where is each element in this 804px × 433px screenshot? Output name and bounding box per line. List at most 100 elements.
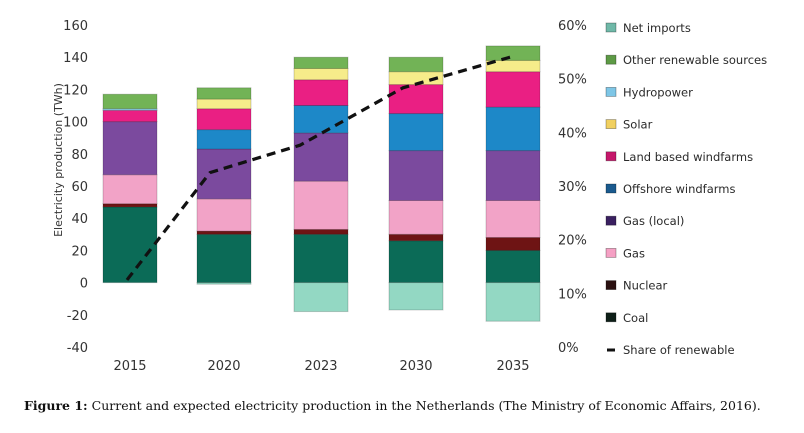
legend-swatch-icon	[605, 87, 617, 97]
bar-segment-gas	[102, 174, 158, 205]
bar-segment-gas	[485, 199, 541, 239]
y2-tick-label: 40%	[558, 126, 587, 141]
y-tick-label: 20	[71, 244, 88, 259]
chart: Electricity production (TWh) 160 140 120 10…	[52, 19, 767, 374]
bar-segment-nuclear	[102, 203, 158, 208]
y-tick-label: 120	[63, 83, 88, 98]
legend-swatch-icon	[605, 247, 617, 258]
legend-label: Hydropower	[623, 85, 693, 99]
y2-axis-ticks: 60% 50% 40% 30% 20% 10% 0%	[558, 19, 587, 356]
renewable-share-line-path	[125, 55, 511, 281]
bar-segment-other-renewable-sources	[102, 93, 158, 110]
bar-stack-2030	[388, 56, 444, 311]
x-tick-label: 2023	[304, 359, 337, 374]
bar-segment-gas	[293, 180, 349, 230]
y2-tick-label: 20%	[558, 234, 587, 249]
legend-label: Share of renewable	[623, 343, 735, 357]
bars	[102, 45, 541, 322]
y-tick-label: 80	[71, 148, 88, 163]
legend-swatch-icon	[605, 54, 617, 65]
bar-segment-gas-local	[485, 150, 541, 201]
bar-segment-nuclear	[293, 228, 349, 235]
bar-segment-coal	[196, 233, 252, 284]
bar-segment-other-renewable-sources	[485, 45, 541, 61]
y-tick-label: 100	[63, 116, 88, 131]
bar-segment-offshore-windfarms	[196, 129, 252, 150]
legend-item: Hydropower	[605, 85, 693, 99]
figure-caption-text: Current and expected electricity product…	[87, 398, 761, 413]
legend-item: Solar	[605, 118, 653, 132]
bar-segment-gas	[388, 199, 444, 235]
bar-segment-net-imports	[293, 282, 349, 313]
y-tick-label: 40	[71, 212, 88, 227]
y2-tick-label: 50%	[558, 73, 587, 88]
legend-item: Coal	[605, 311, 648, 325]
bar-segment-solar	[196, 98, 252, 110]
legend-label: Nuclear	[623, 279, 668, 293]
bar-segment-land-based-windfarms	[293, 79, 349, 106]
legend-swatch-icon	[605, 215, 617, 226]
legend-item: Share of renewable	[607, 343, 735, 357]
bar-segment-offshore-windfarms	[388, 113, 444, 152]
legend-label: Gas	[623, 246, 645, 260]
bar-segment-coal	[485, 249, 541, 284]
bar-segment-net-imports	[196, 282, 252, 285]
bar-segment-offshore-windfarms	[293, 105, 349, 134]
legend-label: Net imports	[623, 21, 691, 35]
figure-caption: Figure 1: Current and expected electrici…	[24, 398, 804, 413]
legend-swatch-icon	[605, 119, 617, 129]
y-tick-label: 0	[80, 277, 88, 292]
legend-item: Other renewable sources	[605, 53, 767, 67]
bar-segment-nuclear	[388, 233, 444, 242]
bar-segment-coal	[293, 233, 349, 284]
bar-segment-other-renewable-sources	[196, 87, 252, 100]
bar-segment-nuclear	[485, 237, 541, 251]
bar-stack-2023	[293, 56, 349, 313]
legend-label: Other renewable sources	[623, 53, 767, 67]
y-axis-ticks: 160 140 120 100 80 60 40 20 0 -20 -40	[63, 19, 88, 356]
legend-label: Offshore windfarms	[623, 182, 736, 196]
x-tick-label: 2015	[113, 359, 146, 374]
y2-tick-label: 30%	[558, 180, 587, 195]
bar-segment-gas-local	[196, 148, 252, 200]
bar-segment-gas-local	[388, 150, 444, 201]
y2-tick-label: 0%	[558, 341, 579, 356]
legend-item: Offshore windfarms	[605, 182, 736, 196]
bar-segment-gas-local	[293, 132, 349, 182]
x-tick-label: 2030	[399, 359, 432, 374]
bar-stack-2035	[485, 45, 541, 322]
bar-segment-solar	[293, 67, 349, 81]
legend-item: Gas	[605, 246, 645, 260]
bar-segment-other-renewable-sources	[293, 56, 349, 69]
bar-segment-land-based-windfarms	[485, 71, 541, 108]
bar-segment-coal	[388, 240, 444, 284]
legend-swatch-icon	[605, 183, 617, 194]
y-tick-label: -40	[67, 341, 88, 356]
bar-segment-land-based-windfarms	[102, 109, 158, 123]
y-tick-label: 140	[63, 51, 88, 66]
bar-segment-net-imports	[388, 282, 444, 311]
legend-label: Solar	[623, 118, 653, 132]
legend-item: Nuclear	[605, 279, 668, 293]
bar-segment-other-renewable-sources	[388, 56, 444, 73]
renewable-share-line	[125, 55, 511, 281]
y-tick-label: -20	[67, 309, 88, 324]
y2-tick-label: 10%	[558, 287, 587, 302]
legend-item: Gas (local)	[605, 214, 684, 228]
legend-item: Net imports	[605, 21, 691, 35]
bar-segment-land-based-windfarms	[388, 84, 444, 115]
legend-swatch-icon	[605, 312, 617, 323]
x-tick-label: 2035	[496, 359, 529, 374]
legend-swatch-icon	[605, 280, 617, 291]
legend-label: Coal	[623, 311, 648, 325]
x-tick-label: 2020	[207, 359, 240, 374]
bar-segment-gas	[196, 198, 252, 232]
legend-swatch-icon	[605, 151, 617, 162]
bar-segment-land-based-windfarms	[196, 108, 252, 131]
bar-stack-2020	[196, 87, 252, 285]
legend: Net imports Other renewable sources Hydrop…	[605, 21, 767, 357]
bar-segment-net-imports	[485, 282, 541, 322]
bar-stack-2015	[102, 93, 158, 284]
y-tick-label: 60	[71, 180, 88, 195]
bar-segment-gas-local	[102, 121, 158, 176]
